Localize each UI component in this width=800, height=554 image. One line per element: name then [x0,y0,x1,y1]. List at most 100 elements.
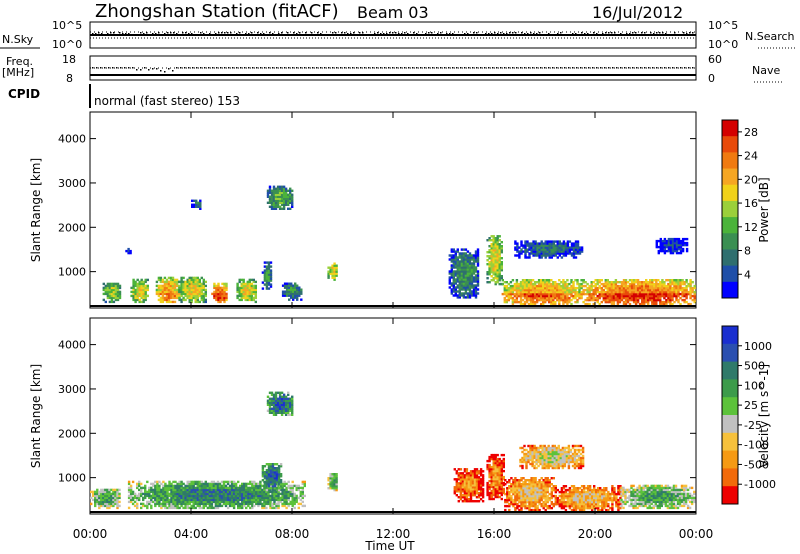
echo-cell [274,193,278,196]
echo-cell [492,277,495,280]
echo-cell [146,506,149,510]
echo-cell [584,281,587,284]
echo-cell [281,492,284,496]
echo-cell [610,296,614,300]
echo-cell [204,280,207,284]
nsky-sample [692,32,694,34]
echo-cell [287,207,290,210]
echo-cell [453,488,456,491]
echo-cell [294,282,297,285]
echo-cell [659,245,662,249]
echo-cell [131,496,135,500]
echo-cell [596,298,599,302]
echo-cell [663,245,667,249]
echo-cell [133,496,137,500]
echo-cell [184,486,187,490]
echo-cell [263,488,266,492]
echo-cell [518,500,521,504]
echo-cell [112,504,115,508]
echo-cell [460,268,464,271]
freq-tick-top: 18 [62,53,76,66]
echo-cell [289,399,292,402]
echo-cell [689,281,692,284]
echo-cell [562,296,565,300]
echo-cell [188,298,191,302]
echo-cell [506,500,509,504]
nsky-sample [671,34,673,36]
echo-cell [465,478,469,481]
echo-cell [460,294,464,297]
echo-cell [249,502,252,506]
echo-cell [131,502,135,506]
echo-cell [643,282,646,286]
echo-cell [172,506,175,510]
echo-cell [632,292,636,296]
echo-cell [162,504,165,508]
echo-cell [566,250,570,253]
echo-cell [568,240,572,243]
echo-cell [560,288,563,292]
echo-cell [300,288,303,291]
echo-cell [275,506,278,510]
echo-cell [271,496,274,500]
echo-cell [112,296,116,300]
echo-cell [474,296,478,299]
echo-cell [265,265,269,268]
echo-cell [186,296,189,300]
echo-cell [681,243,685,247]
echo-cell [166,488,169,492]
echo-cell [291,405,294,408]
echo-cell [188,296,191,300]
echo-cell [159,284,163,288]
echo-cell [498,263,501,266]
echo-cell [142,492,145,496]
echo-cell [671,286,674,290]
echo-cell [665,243,669,247]
nsky-sample [212,34,214,36]
echo-cell [523,294,527,298]
echo-cell [472,278,476,281]
echo-cell [188,280,191,284]
echo-cell [636,292,640,296]
echo-cell [100,494,103,498]
echo-cell [665,279,668,282]
echo-cell [192,480,195,484]
echo-cell [464,256,468,259]
echo-cell [108,496,111,500]
echo-cell [178,286,181,290]
freq-sample [632,67,634,69]
freq-sample [684,67,686,69]
echo-cell [528,496,531,500]
freq-sample [396,67,398,69]
echo-cell [620,286,624,290]
echo-cell [265,486,268,490]
echo-cell [245,498,248,502]
echo-cell [226,494,230,498]
freq-sample [664,67,666,69]
echo-cell [634,292,638,296]
echo-cell [230,502,234,506]
echo-cell [195,199,198,202]
echo-cell [533,281,537,284]
nsky-sample [245,33,247,35]
echo-cell [474,250,478,253]
echo-cell [274,391,278,394]
echo-cell [127,251,130,255]
echo-cell [106,290,110,294]
nsky-sample [461,34,463,36]
echo-cell [251,486,254,490]
echo-cell [194,490,197,494]
echo-cell [106,506,109,510]
echo-cell [531,294,535,298]
echo-cell [200,276,203,280]
echo-cell [490,259,493,262]
nsky-sample [263,33,265,35]
echo-cell [663,302,666,306]
echo-cell [216,506,220,510]
echo-cell [550,252,553,255]
echo-cell [562,242,566,245]
echo-cell [471,472,475,475]
echo-cell [626,286,630,290]
echo-cell [206,496,210,500]
echo-cell [500,461,503,465]
